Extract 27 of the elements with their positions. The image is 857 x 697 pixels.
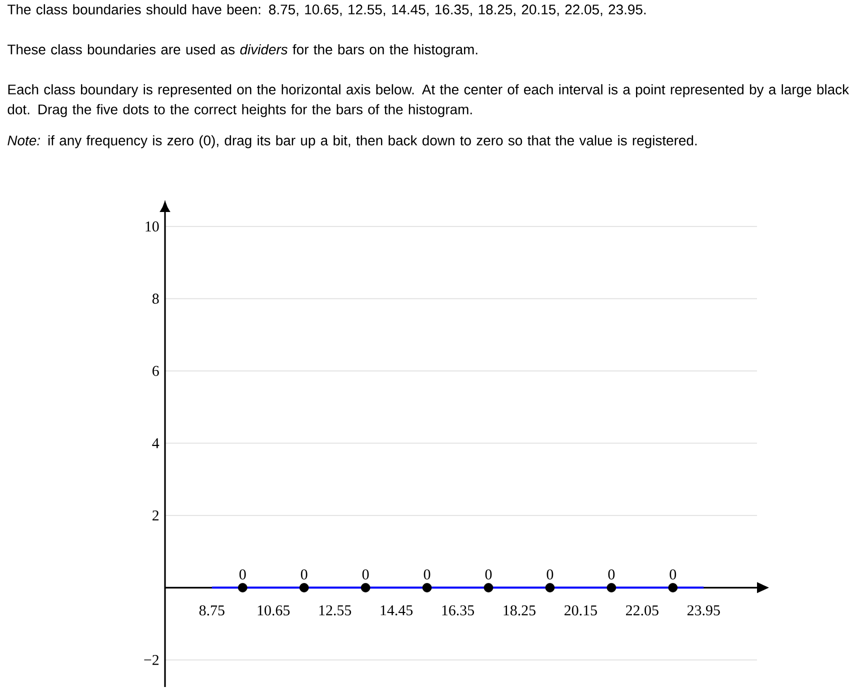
y-tick-label: 10 [146,221,159,232]
y-tick-label: 6 [152,366,159,376]
y-tick-label: −2 [144,654,159,665]
data-label: 0 [239,569,246,580]
text: Each class boundary is represented on the horizontal axis below. At the center of each interval is a point represented by a large black dot. Drag the five dots to the correct heights for the bars of the histogram. [8,84,850,118]
data-label: 0 [424,569,430,580]
text: These class boundaries are used as dividers for the bars on the histogram. [8,44,478,58]
x-tick-label: 18.25 [504,605,536,616]
x-tick-label: 20.15 [564,605,597,616]
data-label: 0 [300,569,308,580]
text: Note: if any frequency is zero (0), drag its bar up a bit, then back down to zero so that the value is registered. [8,135,697,148]
x-tick-label: 8.75 [199,605,224,616]
data-label: 0 [608,569,615,580]
data-label: 0 [485,569,492,580]
x-tick-label: 10.65 [258,605,290,616]
y-tick-label: 4 [152,438,160,448]
x-tick-label: 14.45 [380,605,413,616]
x-tick-label: 12.55 [319,605,352,616]
data-label: 0 [546,569,554,580]
y-tick-label: 8 [152,294,159,304]
data-label: 0 [362,569,369,580]
x-tick-label: 23.95 [687,605,720,616]
x-tick-label: 22.05 [626,605,658,616]
x-tick-label: 16.35 [442,605,474,616]
data-label: 0 [670,569,676,580]
y-tick-label: 2 [152,510,159,520]
chart-title: The class boundaries should have been: 8.75, 10.65, 12.55, 14.45, 16.35, 18.25, 20.15, 22.05, 23.95. [8,4,646,16]
